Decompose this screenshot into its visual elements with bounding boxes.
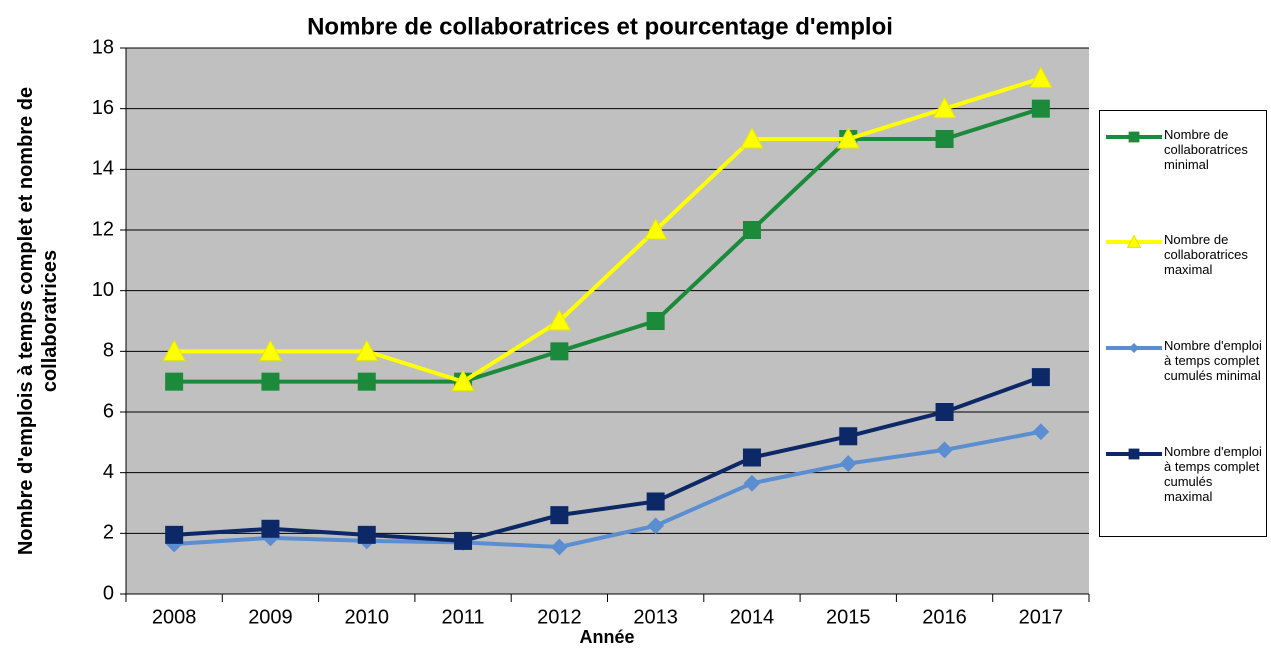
marker bbox=[550, 506, 569, 525]
y-tick-label: 16 bbox=[92, 97, 114, 119]
series-line bbox=[174, 76, 1042, 384]
marker bbox=[836, 127, 860, 149]
marker bbox=[547, 309, 571, 331]
y-tick-label: 0 bbox=[103, 582, 114, 604]
y-tick-label: 14 bbox=[92, 158, 114, 180]
marker bbox=[357, 525, 376, 544]
marker bbox=[165, 372, 184, 391]
y-tick-label: 12 bbox=[92, 218, 114, 240]
marker bbox=[550, 538, 568, 556]
marker bbox=[839, 455, 857, 472]
chart-title: Nombre de collaboratrices et pourcentage… bbox=[307, 13, 893, 40]
marker bbox=[1128, 448, 1140, 460]
legend-label: Nombre de collaboratrices maximal bbox=[1164, 232, 1248, 277]
legend-label: Nombre d'emploi à temps complet cumulés … bbox=[1164, 338, 1262, 383]
marker bbox=[454, 531, 473, 550]
marker bbox=[1126, 234, 1142, 248]
marker bbox=[646, 492, 665, 511]
legend-label: Nombre d'emploi à temps complet cumulés … bbox=[1164, 444, 1262, 504]
x-tick-label: 2012 bbox=[537, 606, 582, 628]
x-tick-label: 2011 bbox=[442, 606, 485, 628]
y-tick-label: 10 bbox=[92, 279, 114, 301]
y-tick-label: 18 bbox=[92, 36, 114, 58]
marker bbox=[742, 448, 761, 467]
series-line bbox=[174, 429, 1042, 549]
y-tick-label: 2 bbox=[103, 522, 114, 544]
marker bbox=[644, 218, 668, 240]
marker bbox=[261, 519, 280, 538]
marker bbox=[935, 403, 954, 421]
legend-swatch bbox=[1106, 448, 1162, 460]
series-line bbox=[174, 375, 1042, 543]
marker bbox=[1128, 342, 1140, 354]
marker bbox=[740, 127, 764, 149]
legend-swatch bbox=[1106, 342, 1162, 354]
marker bbox=[1031, 99, 1050, 118]
marker bbox=[743, 474, 761, 492]
y-axis-label: Nombre d'emplois à temps complet et nomb… bbox=[15, 86, 61, 556]
x-tick-label: 2013 bbox=[633, 606, 678, 628]
marker bbox=[550, 342, 569, 361]
legend-swatch bbox=[1106, 234, 1162, 248]
marker bbox=[355, 339, 379, 361]
x-tick-label: 2015 bbox=[826, 606, 871, 628]
marker bbox=[1128, 131, 1140, 143]
marker bbox=[258, 339, 283, 361]
series-line bbox=[174, 106, 1042, 384]
x-tick-label: 2009 bbox=[248, 606, 293, 628]
marker bbox=[742, 221, 761, 239]
legend-label: Nombre de collaboratrices minimal bbox=[1164, 127, 1248, 172]
y-tick-label: 8 bbox=[103, 340, 114, 362]
marker bbox=[936, 441, 953, 459]
marker bbox=[1032, 423, 1050, 441]
marker bbox=[646, 312, 665, 330]
x-axis-label: Année bbox=[579, 627, 634, 647]
marker bbox=[1031, 368, 1050, 387]
marker bbox=[839, 427, 858, 446]
marker bbox=[1029, 66, 1053, 88]
marker bbox=[162, 339, 186, 361]
legend: Nombre de collaboratrices minimal Nombre … bbox=[1099, 110, 1267, 537]
y-tick-label: 6 bbox=[103, 400, 114, 422]
marker bbox=[165, 525, 184, 544]
marker bbox=[261, 372, 280, 391]
plot-area bbox=[126, 48, 1089, 594]
x-tick-label: 2014 bbox=[730, 606, 775, 628]
marker bbox=[932, 96, 957, 119]
x-tick-label: 2008 bbox=[152, 606, 197, 628]
y-tick-label: 4 bbox=[103, 461, 114, 483]
x-tick-label: 2010 bbox=[345, 606, 390, 628]
marker bbox=[935, 130, 954, 148]
x-tick-label: 2017 bbox=[1019, 606, 1064, 628]
marker bbox=[647, 517, 665, 535]
marker bbox=[357, 372, 376, 391]
marker bbox=[451, 369, 475, 392]
legend-swatch bbox=[1106, 131, 1162, 143]
x-tick-label: 2016 bbox=[922, 606, 967, 628]
